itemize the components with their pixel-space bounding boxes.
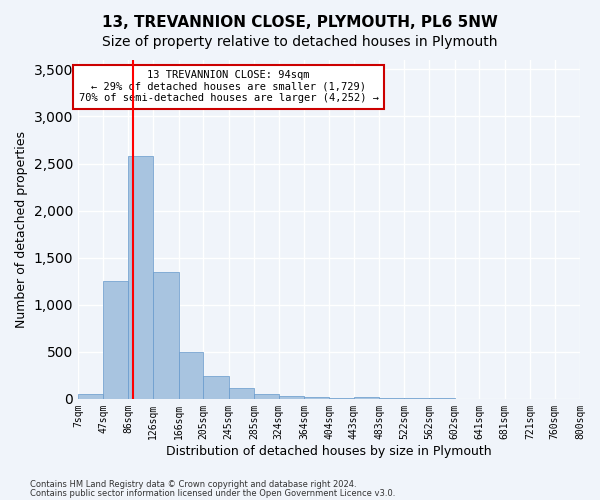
Bar bbox=[203, 376, 229, 399]
Bar bbox=[78, 394, 103, 399]
Bar bbox=[304, 398, 329, 399]
Y-axis label: Number of detached properties: Number of detached properties bbox=[15, 131, 28, 328]
Bar bbox=[329, 398, 354, 399]
Bar bbox=[103, 281, 128, 399]
Bar bbox=[354, 397, 379, 399]
Text: Size of property relative to detached houses in Plymouth: Size of property relative to detached ho… bbox=[102, 35, 498, 49]
Text: Contains public sector information licensed under the Open Government Licence v3: Contains public sector information licen… bbox=[30, 488, 395, 498]
Text: 13 TREVANNION CLOSE: 94sqm
← 29% of detached houses are smaller (1,729)
70% of s: 13 TREVANNION CLOSE: 94sqm ← 29% of deta… bbox=[79, 70, 379, 103]
Text: 13, TREVANNION CLOSE, PLYMOUTH, PL6 5NW: 13, TREVANNION CLOSE, PLYMOUTH, PL6 5NW bbox=[102, 15, 498, 30]
Bar bbox=[278, 396, 304, 399]
Bar bbox=[179, 352, 203, 399]
X-axis label: Distribution of detached houses by size in Plymouth: Distribution of detached houses by size … bbox=[166, 444, 492, 458]
Text: Contains HM Land Registry data © Crown copyright and database right 2024.: Contains HM Land Registry data © Crown c… bbox=[30, 480, 356, 489]
Bar bbox=[128, 156, 153, 399]
Bar bbox=[379, 398, 404, 399]
Bar bbox=[153, 272, 179, 399]
Bar bbox=[254, 394, 278, 399]
Bar bbox=[229, 388, 254, 399]
